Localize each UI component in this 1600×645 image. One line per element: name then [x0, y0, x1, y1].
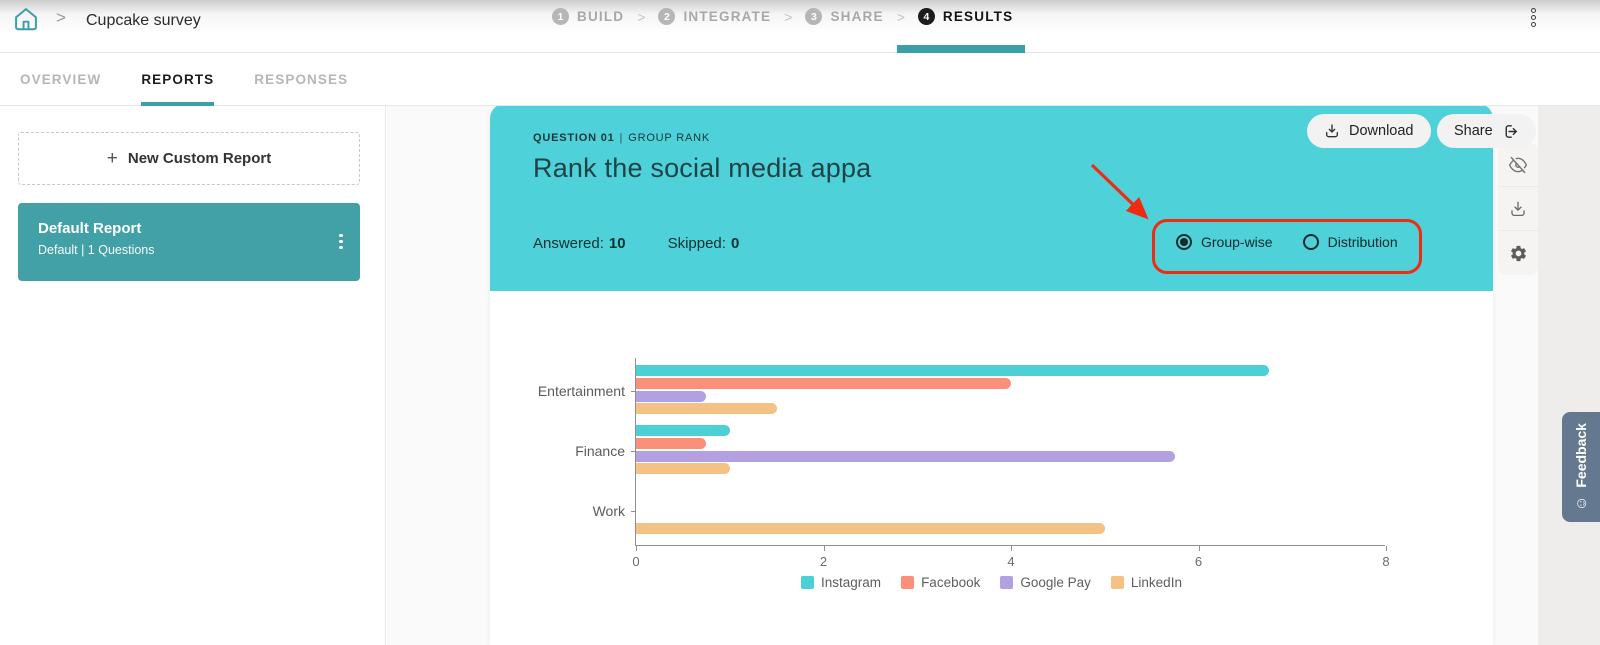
- smiley-icon: ☺: [1572, 495, 1590, 511]
- skipped-count: 0: [730, 235, 740, 252]
- download-chart-button[interactable]: [1498, 187, 1538, 231]
- feedback-tab[interactable]: ☺ Feedback: [1562, 412, 1600, 522]
- x-tick: [1198, 546, 1200, 551]
- report-kebab-icon[interactable]: [336, 231, 346, 252]
- x-tick: [1011, 546, 1012, 551]
- step-number-badge: 1: [552, 8, 569, 25]
- step-results[interactable]: 4 RESULTS: [917, 8, 1013, 25]
- legend-item: LinkedIn: [1110, 575, 1182, 590]
- download-icon: [1511, 201, 1525, 216]
- step-chevron-icon: >: [896, 8, 905, 25]
- radio-distribution[interactable]: Distribution: [1302, 234, 1398, 250]
- legend-item: Facebook: [901, 575, 980, 590]
- reports-sidebar: + New Custom Report Default Report Defau…: [0, 106, 386, 645]
- bar-google-pay-finance: [636, 450, 1176, 462]
- tab-responses[interactable]: RESPONSES: [254, 71, 349, 87]
- x-tick-label: 8: [1382, 554, 1390, 569]
- category-tick: [631, 450, 636, 452]
- active-step-underline: [897, 45, 1025, 53]
- report-subtitle: Default | 1 Questions: [38, 243, 155, 257]
- gear-icon: [1510, 245, 1526, 261]
- tab-bar: OVERVIEW REPORTS RESPONSES Download Shar…: [0, 53, 1600, 148]
- breadcrumb: Cupcake survey: [86, 12, 201, 29]
- category-label: Finance: [575, 442, 625, 459]
- x-tick-label: 4: [1007, 554, 1015, 569]
- step-number-badge: 4: [917, 8, 935, 25]
- legend-item: Instagram: [801, 575, 881, 590]
- plot-area: Entertainment Finance Work 0 2 4 6 8: [538, 358, 1390, 569]
- step-number-badge: 2: [658, 8, 676, 25]
- legend-swatch: [801, 576, 815, 589]
- radio-icon: [1176, 234, 1192, 250]
- plus-icon: +: [106, 147, 118, 169]
- question-stats: Answered: 10 Skipped: 0: [533, 235, 740, 252]
- step-number-badge: 3: [805, 8, 823, 25]
- legend-swatch: [1110, 576, 1124, 589]
- x-tick-label: 0: [632, 554, 640, 569]
- bar-linkedin-entertainment: [636, 403, 777, 415]
- default-report-card[interactable]: Default Report Default | 1 Questions: [18, 203, 360, 281]
- chart-settings-button[interactable]: [1498, 231, 1538, 275]
- bar-linkedin-work: [636, 523, 1105, 535]
- view-toggle-group: Group-wise Distribution: [1176, 234, 1398, 250]
- home-icon[interactable]: [12, 5, 40, 33]
- chart-legend: Instagram Facebook Google Pay LinkedIn: [490, 575, 1493, 590]
- question-kicker: QUESTION 01 | GROUP RANK: [533, 132, 710, 144]
- radio-icon: [1302, 234, 1319, 250]
- bar-instagram-finance: [636, 425, 730, 436]
- legend-item: Google Pay: [1000, 575, 1091, 590]
- share-button[interactable]: Share: [1437, 114, 1536, 148]
- bar-linkedin-finance: [636, 463, 730, 475]
- wizard-steps: 1 BUILD > 2 INTEGRATE > 3 SHARE > 4 RESU…: [552, 8, 1013, 25]
- category-label: Work: [592, 502, 625, 519]
- category-tick: [631, 510, 636, 512]
- bar-google-pay-entertainment: [636, 390, 707, 402]
- share-exit-icon: [1505, 124, 1517, 138]
- question-result-card: QUESTION 01 | GROUP RANK Rank the social m…: [490, 103, 1493, 645]
- page-right-gutter: [1538, 106, 1600, 645]
- tab-overview[interactable]: OVERVIEW: [20, 71, 102, 87]
- bar-facebook-entertainment: [636, 377, 1011, 389]
- red-arrow-annotation: [1090, 163, 1149, 220]
- breadcrumb-chevron-icon: >: [56, 8, 66, 27]
- category-label: Entertainment: [537, 382, 625, 399]
- bar-instagram-entertainment: [636, 365, 1269, 376]
- download-icon: [1326, 124, 1338, 138]
- x-tick-label: 2: [819, 554, 828, 569]
- kebab-menu-icon[interactable]: [1527, 6, 1539, 29]
- x-tick: [1386, 546, 1387, 551]
- report-title: Default Report: [38, 220, 142, 237]
- step-build[interactable]: 1 BUILD: [552, 8, 624, 25]
- answered-count: 10: [608, 235, 626, 252]
- step-integrate[interactable]: 2 INTEGRATE: [658, 8, 771, 25]
- radio-group-wise[interactable]: Group-wise: [1176, 234, 1273, 250]
- new-custom-report-button[interactable]: + New Custom Report: [18, 132, 360, 185]
- step-share[interactable]: 3 SHARE: [805, 8, 883, 25]
- category-tick: [631, 390, 636, 392]
- x-tick: [636, 546, 637, 551]
- download-button[interactable]: Download: [1307, 114, 1431, 148]
- bar-facebook-finance: [636, 437, 707, 449]
- x-tick-label: 6: [1194, 554, 1203, 569]
- question-title: Rank the social media appa: [533, 153, 872, 183]
- top-bar: > Cupcake survey 1 BUILD > 2 INTEGRATE >…: [0, 0, 1600, 53]
- step-chevron-icon: >: [784, 8, 793, 25]
- step-chevron-icon: >: [637, 8, 646, 25]
- legend-swatch: [901, 576, 915, 589]
- chart-tools-rail: [1498, 143, 1538, 275]
- hide-chart-button[interactable]: [1498, 143, 1538, 187]
- x-tick: [823, 546, 825, 551]
- legend-swatch: [1000, 576, 1014, 589]
- eye-off-icon: [1508, 156, 1528, 173]
- tab-reports[interactable]: REPORTS: [141, 53, 215, 106]
